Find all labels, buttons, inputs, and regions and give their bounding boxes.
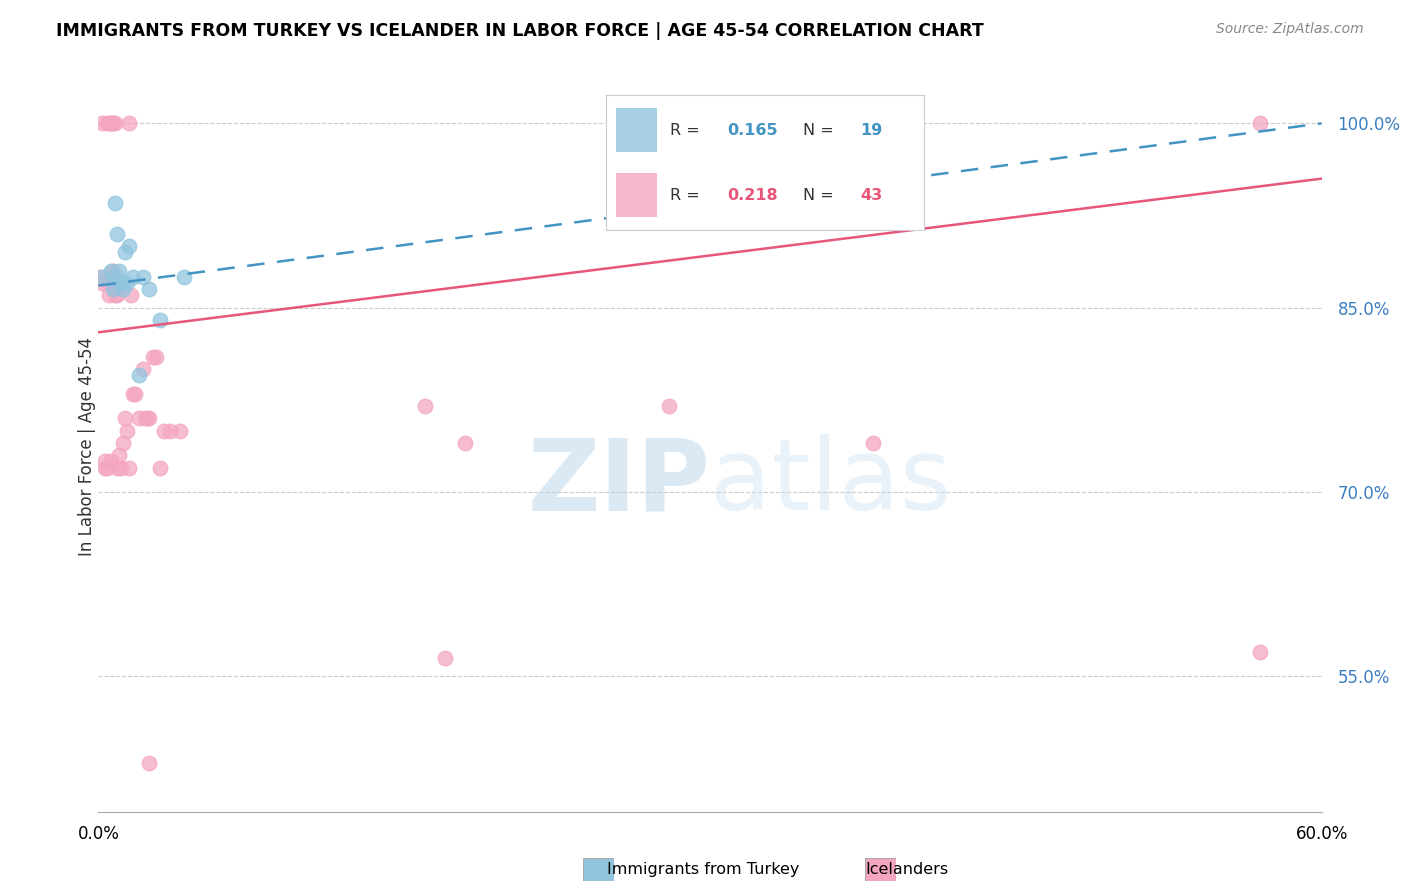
Point <box>110 276 132 290</box>
Text: IMMIGRANTS FROM TURKEY VS ICELANDER IN LABOR FORCE | AGE 45-54 CORRELATION CHART: IMMIGRANTS FROM TURKEY VS ICELANDER IN L… <box>56 22 984 40</box>
Text: Icelanders: Icelanders <box>865 863 949 877</box>
Point <box>138 411 160 425</box>
Point <box>104 196 127 211</box>
Point <box>100 264 122 278</box>
Point <box>96 460 118 475</box>
Point <box>104 116 127 130</box>
Point <box>173 270 195 285</box>
Point <box>89 270 111 285</box>
Point <box>122 386 145 401</box>
Point <box>149 313 172 327</box>
Point <box>97 276 120 290</box>
Point <box>1249 645 1271 659</box>
Point <box>132 362 155 376</box>
Point <box>434 651 457 665</box>
Point <box>136 411 159 425</box>
Point <box>115 276 138 290</box>
FancyBboxPatch shape <box>583 858 614 881</box>
Point <box>134 411 156 425</box>
Point <box>1249 116 1271 130</box>
Point <box>93 454 115 468</box>
Point <box>111 282 134 296</box>
FancyBboxPatch shape <box>865 858 896 881</box>
Point <box>128 368 150 383</box>
Point <box>100 116 122 130</box>
Point <box>114 411 136 425</box>
Point <box>91 270 114 285</box>
Point <box>138 756 160 770</box>
Point <box>120 288 142 302</box>
Point <box>152 424 174 438</box>
Text: Immigrants from Turkey: Immigrants from Turkey <box>607 863 799 877</box>
Point <box>91 276 114 290</box>
Y-axis label: In Labor Force | Age 45-54: In Labor Force | Age 45-54 <box>79 336 96 556</box>
Point <box>454 436 477 450</box>
Point <box>124 386 146 401</box>
Text: atlas: atlas <box>710 434 952 531</box>
Point <box>105 288 128 302</box>
Point <box>100 116 122 130</box>
Point <box>118 460 141 475</box>
Point <box>101 264 124 278</box>
Point <box>413 399 436 413</box>
Point <box>169 424 191 438</box>
Point <box>101 282 124 296</box>
Point <box>658 399 681 413</box>
Text: Source: ZipAtlas.com: Source: ZipAtlas.com <box>1216 22 1364 37</box>
Point <box>105 460 128 475</box>
Point <box>96 116 118 130</box>
Point <box>114 245 136 260</box>
Point <box>91 116 114 130</box>
Point <box>100 454 122 468</box>
Text: ZIP: ZIP <box>527 434 710 531</box>
Point <box>101 116 124 130</box>
Point <box>115 424 138 438</box>
Point <box>128 411 150 425</box>
Point <box>108 448 131 462</box>
Point <box>110 460 132 475</box>
Point <box>122 270 145 285</box>
Point <box>118 239 141 253</box>
Point <box>132 270 155 285</box>
Point <box>108 264 131 278</box>
Point <box>159 424 181 438</box>
Point <box>145 350 167 364</box>
Point <box>862 436 884 450</box>
Point <box>138 282 160 296</box>
Point <box>97 288 120 302</box>
Point <box>101 270 124 285</box>
Point <box>142 350 165 364</box>
Point <box>101 276 124 290</box>
Point <box>118 116 141 130</box>
Point <box>104 288 127 302</box>
Point <box>149 460 172 475</box>
Point <box>105 227 128 241</box>
Point <box>93 460 115 475</box>
Point <box>97 116 120 130</box>
Point <box>111 436 134 450</box>
Point <box>105 270 128 285</box>
